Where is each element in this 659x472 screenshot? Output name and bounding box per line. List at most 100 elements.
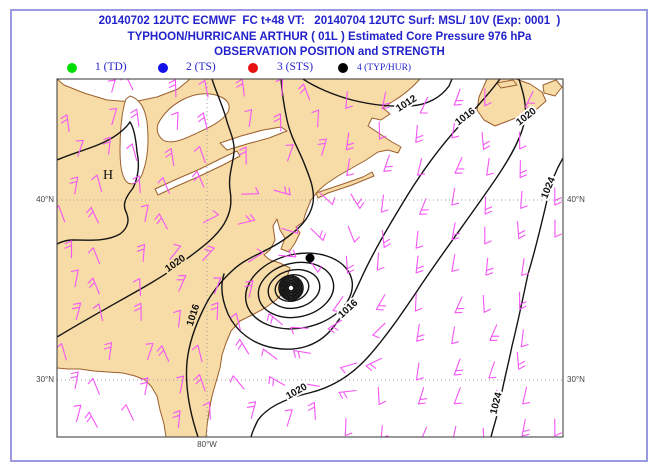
wind-barb [241,186,260,195]
wind-barb [380,194,389,213]
wind-barb [134,302,142,321]
wind-barb [377,387,386,406]
wind-barb [198,79,209,98]
wind-barb [521,418,531,437]
long-island [315,171,375,199]
wind-barb [70,269,79,288]
wind-barb [60,114,70,133]
wind-barb [417,158,426,176]
lake-huron [156,93,230,143]
wind-barb [380,425,389,437]
wind-barb [519,131,527,150]
wind-barb [347,225,360,243]
wind-barb [75,139,84,157]
wind-barb [488,361,497,379]
wind-barb [284,409,293,427]
wind-barb [345,255,355,274]
wind-barb [519,160,528,179]
wind-barb [202,401,211,420]
wind-barb [130,108,140,127]
legend-dot-td [67,63,77,73]
wind-barb [229,375,245,390]
legend-label-ts: 2 (TS) [186,61,216,73]
map-border [56,78,564,438]
wind-barb [332,296,344,313]
wind-barb [486,157,494,176]
wind-barb [132,278,142,297]
wind-barb [453,358,464,376]
wind-barb [278,249,297,258]
wind-barb [136,243,146,262]
wind-barb [520,329,529,348]
legend-dot-sts [248,63,258,73]
legend-label-td: 1 (TD) [95,61,127,73]
hurricane-isobar-rings [244,252,354,330]
wind-barb [193,374,206,392]
wind-barb [140,204,149,223]
wind-barb [244,280,254,298]
wind-barb [92,303,104,322]
wind-barb [121,404,134,421]
wind-barb [415,124,424,143]
wind-barb [193,145,206,164]
wind-barb [520,190,528,209]
storm-oval-outer [244,252,354,330]
observation-position-dot [305,253,315,263]
isobar-1020-east [250,79,527,437]
wind-barb [164,148,175,166]
wind-barb [327,318,344,334]
wind-barb [482,294,491,313]
wind-barb [451,222,461,241]
wind-barb [451,187,460,206]
wind-barb [87,377,100,395]
isobar-high-ridge [57,120,140,245]
wind-barb [485,257,494,276]
wind-barb [344,418,353,437]
wind-barb [372,322,386,339]
axis-labels: 40°N 40°N 30°N 30°N 80°W [36,195,585,449]
wind-barb [381,229,391,248]
wind-barb [415,362,424,381]
title-line-3: OBSERVATION POSITION and STRENGTH [214,46,445,58]
wind-barb [197,112,208,131]
wind-barb [84,411,98,428]
isobar-1016-east [221,79,501,350]
wind-barb [489,389,500,407]
wind-barb [191,344,203,363]
wind-barb [239,146,247,165]
wind-barb [235,338,250,355]
storm-oval-3 [267,268,321,310]
wind-barb [293,349,311,359]
legend-dot-typhur [338,63,348,73]
wind-barb [365,357,382,371]
storm-strength-legend: 1 (TD) 2 (TS) 3 (STS) 4 (TYP/HUR) [0,0,659,73]
wind-barb [91,174,103,193]
wind-barb [484,226,492,245]
wind-barb [338,389,357,399]
wind-barb [285,144,294,162]
legend-dot-ts [158,63,168,73]
north-america-coastline [57,79,421,437]
wind-barb [302,382,320,391]
wind-barb [176,275,187,292]
wind-barb [451,254,460,272]
wind-barb [268,376,285,387]
cape-breton-island [542,79,563,97]
title-line-1: 20140702 12UTC ECMWF FC t+48 VT: 2014070… [98,15,561,27]
wind-barb [73,404,82,423]
wind-barb [261,348,278,360]
wind-barb [311,109,320,128]
wind-barb [414,293,423,312]
wind-barb [415,230,424,249]
wind-barb [521,258,529,276]
wind-barb [273,113,282,132]
wind-barb [87,277,100,295]
wind-barb [168,79,177,98]
wind-barb [451,326,460,345]
wind-barb [554,219,562,238]
wind-barb [64,240,73,259]
wind-barb [319,192,336,206]
wind-barb [524,91,536,108]
